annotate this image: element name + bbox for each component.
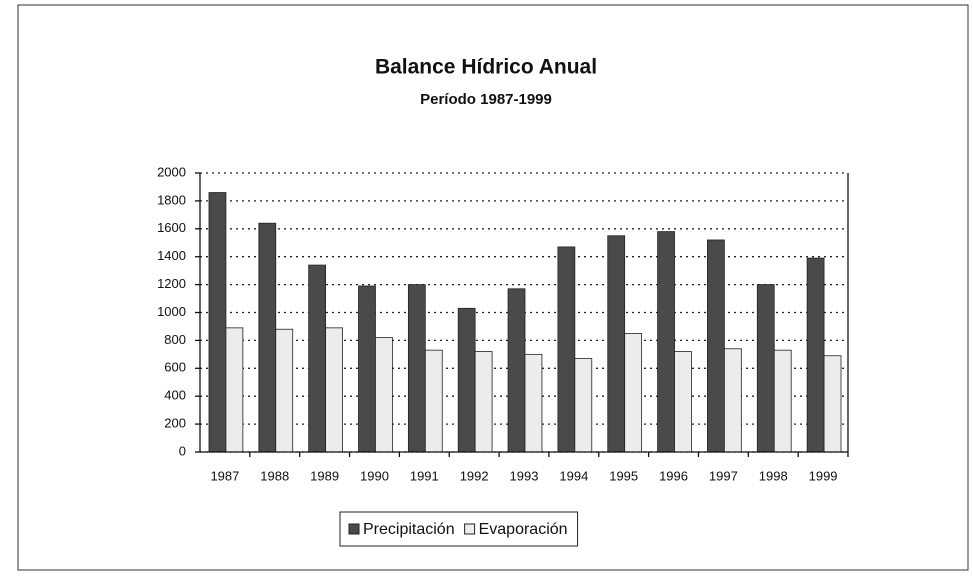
bar (524, 353, 543, 453)
legend-box (339, 511, 579, 547)
frame (17, 4, 969, 571)
bar (308, 264, 327, 453)
y-tick-label: 800 (164, 332, 186, 347)
y-tick-label: 1800 (157, 192, 186, 207)
x-tick-label: 1994 (559, 468, 588, 483)
x-tick-label: 1997 (709, 468, 738, 483)
x-tick-label: 1998 (759, 468, 788, 483)
bar (773, 349, 792, 453)
x-tick-label: 1989 (310, 468, 339, 483)
y-tick-label: 400 (164, 388, 186, 403)
x-tick-label: 1992 (460, 468, 489, 483)
x-tick-label: 1991 (410, 468, 439, 483)
bar (407, 284, 426, 453)
bar (325, 327, 343, 453)
y-tick-label: 1600 (157, 220, 186, 235)
legend-label: Evaporación (479, 521, 568, 538)
bar (723, 348, 742, 453)
bar (424, 349, 443, 453)
bar (474, 351, 493, 453)
bar (806, 257, 825, 453)
bar (375, 337, 393, 453)
x-tick-label: 1993 (510, 468, 539, 483)
bar (557, 246, 576, 453)
y-tick-label: 600 (164, 360, 186, 375)
bar (624, 333, 643, 453)
bar (657, 231, 675, 453)
x-tick-label: 1987 (210, 468, 239, 483)
y-tick-label: 200 (164, 416, 186, 431)
y-tick-label: 2000 (157, 164, 186, 179)
x-tick-label: 1999 (809, 468, 838, 483)
legend-label: Precipitación (363, 521, 455, 538)
bar (707, 239, 725, 453)
x-tick-label: 1995 (609, 468, 638, 483)
y-tick-label: 1400 (157, 248, 186, 263)
bar (607, 235, 626, 453)
legend-swatch (464, 523, 476, 535)
x-tick-label: 1996 (659, 468, 688, 483)
chart-title: Balance Hídrico Anual (375, 56, 597, 79)
chart-subtitle: Período 1987-1999 (420, 91, 552, 108)
bar (674, 351, 692, 453)
x-tick-label: 1988 (260, 468, 289, 483)
bar (258, 222, 277, 453)
bar (756, 284, 775, 453)
y-tick-label: 1200 (157, 276, 186, 291)
bar (208, 192, 227, 453)
bar (457, 307, 476, 453)
bar (574, 358, 593, 453)
bar (823, 355, 842, 453)
bar (225, 327, 244, 453)
y-tick-label: 0 (179, 443, 186, 458)
bar (358, 285, 376, 453)
y-tick-label: 1000 (157, 304, 186, 319)
bar (275, 328, 294, 453)
x-tick-label: 1990 (360, 468, 389, 483)
bar (507, 288, 526, 453)
legend-swatch (348, 523, 360, 535)
